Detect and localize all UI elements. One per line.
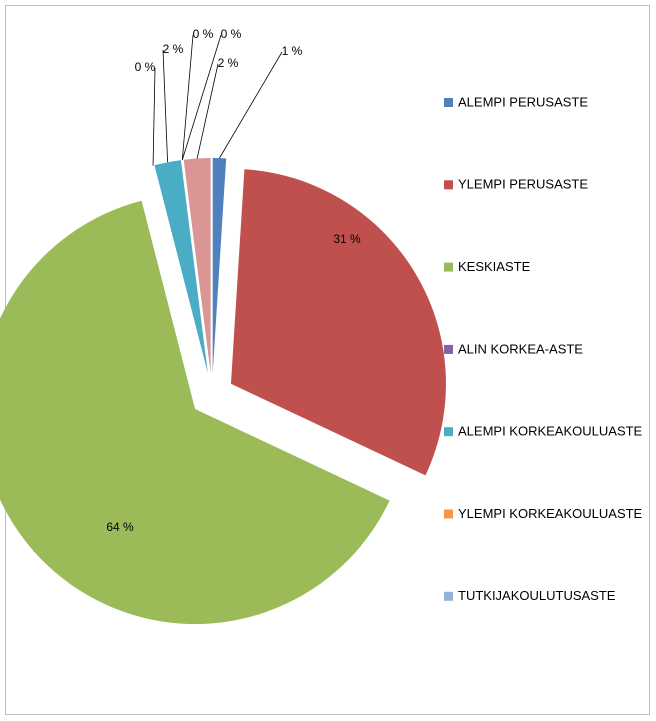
legend-swatch — [444, 180, 453, 190]
data-label: 2 % — [163, 42, 184, 56]
legend-label: ALEMPI KORKEAKOULUASTE — [458, 424, 643, 439]
data-label: 2 % — [218, 56, 239, 70]
legend-label: ALEMPI PERUSASTE — [458, 94, 588, 109]
leader-line — [181, 34, 222, 160]
data-label: 31 % — [333, 232, 361, 246]
data-label: 0 % — [135, 60, 156, 74]
pie-slice — [212, 158, 227, 374]
legend-label: KESKIASTE — [458, 259, 531, 274]
pie-slice — [0, 200, 390, 625]
legend-label: TUTKIJAKOULUTUSASTE — [458, 588, 616, 603]
leader-line — [152, 67, 156, 166]
legend-label: YLEMPI PERUSASTE — [458, 177, 588, 192]
data-label: 0 % — [193, 27, 214, 41]
legend-swatch — [444, 509, 453, 519]
pie-slice — [230, 169, 446, 476]
legend-label: YLEMPI KORKEAKOULUASTE — [458, 506, 643, 521]
data-label: 0 % — [221, 27, 242, 41]
leader-line — [181, 34, 194, 160]
legend-swatch — [444, 591, 453, 601]
data-label: 64 % — [106, 520, 134, 534]
data-label: 1 % — [282, 44, 303, 58]
legend-swatch — [444, 344, 453, 354]
legend-swatch — [444, 262, 453, 272]
legend-label: ALIN KORKEA-ASTE — [458, 341, 583, 356]
leader-line — [219, 51, 283, 159]
leader-line — [162, 49, 168, 163]
legend-swatch — [444, 427, 453, 437]
legend-swatch — [444, 98, 453, 107]
leader-line — [196, 63, 219, 159]
pie-slice — [183, 158, 211, 374]
pie-slice — [154, 160, 208, 374]
